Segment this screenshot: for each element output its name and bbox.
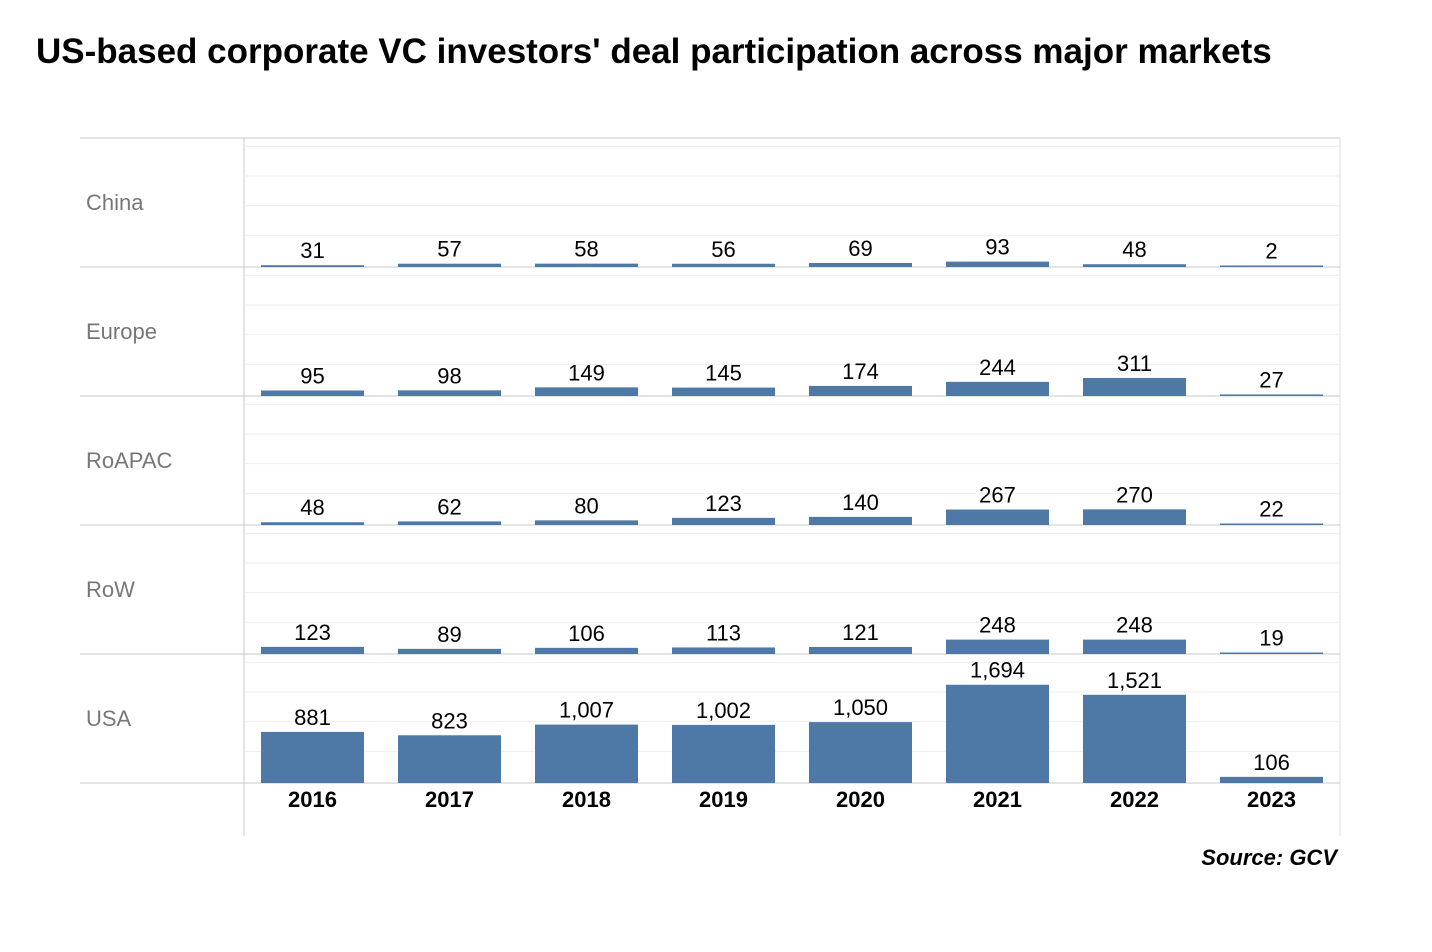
data-label: 2 bbox=[1265, 239, 1277, 264]
data-label: 1,007 bbox=[559, 698, 614, 723]
bar bbox=[946, 509, 1049, 525]
bar bbox=[946, 639, 1049, 654]
bar bbox=[809, 722, 912, 783]
x-tick-label: 2016 bbox=[288, 787, 337, 812]
bar bbox=[398, 263, 501, 267]
bar bbox=[672, 647, 775, 654]
x-tick-label: 2022 bbox=[1110, 787, 1159, 812]
data-label: 19 bbox=[1259, 626, 1283, 651]
bar bbox=[672, 387, 775, 396]
bar bbox=[398, 735, 501, 783]
x-tick-label: 2023 bbox=[1247, 787, 1296, 812]
bar bbox=[535, 647, 638, 654]
data-label: 140 bbox=[842, 490, 879, 515]
data-label: 93 bbox=[985, 235, 1009, 260]
data-label: 1,694 bbox=[970, 658, 1025, 683]
data-label: 823 bbox=[431, 708, 468, 733]
bar bbox=[1083, 694, 1186, 783]
bar bbox=[261, 265, 364, 267]
data-label: 149 bbox=[568, 360, 605, 385]
data-label: 69 bbox=[848, 236, 872, 261]
x-tick-label: 2020 bbox=[836, 787, 885, 812]
row-label: China bbox=[86, 190, 144, 215]
chart-title: US-based corporate VC investors' deal pa… bbox=[36, 32, 1272, 71]
bar bbox=[1220, 523, 1323, 525]
x-tick-label: 2018 bbox=[562, 787, 611, 812]
data-label: 56 bbox=[711, 237, 735, 262]
data-label: 98 bbox=[437, 363, 461, 388]
bar bbox=[535, 520, 638, 525]
data-label: 881 bbox=[294, 705, 331, 730]
bar bbox=[535, 263, 638, 267]
data-label: 248 bbox=[979, 613, 1016, 638]
bar bbox=[535, 387, 638, 396]
bar bbox=[1220, 265, 1323, 267]
bar bbox=[398, 390, 501, 396]
data-label: 113 bbox=[706, 620, 741, 645]
data-label: 48 bbox=[300, 495, 324, 520]
bar bbox=[1220, 652, 1323, 654]
data-label: 106 bbox=[1253, 750, 1290, 775]
data-label: 1,050 bbox=[833, 695, 888, 720]
data-label: 1,521 bbox=[1107, 668, 1162, 693]
data-label: 62 bbox=[437, 494, 461, 519]
bar bbox=[809, 646, 912, 654]
data-label: 174 bbox=[842, 359, 879, 384]
data-label: 248 bbox=[1116, 613, 1153, 638]
data-label: 145 bbox=[705, 361, 742, 386]
bar bbox=[1083, 377, 1186, 396]
source-note: Source: GCV bbox=[1201, 845, 1337, 870]
bar bbox=[809, 385, 912, 396]
bar bbox=[261, 731, 364, 783]
data-label: 27 bbox=[1259, 367, 1283, 392]
bar bbox=[946, 381, 1049, 396]
data-label: 270 bbox=[1116, 482, 1153, 507]
data-label: 89 bbox=[437, 622, 461, 647]
bar bbox=[1220, 394, 1323, 396]
row-label: RoAPAC bbox=[86, 448, 173, 473]
x-tick-label: 2017 bbox=[425, 787, 474, 812]
data-label: 123 bbox=[705, 491, 742, 516]
bar bbox=[1220, 776, 1323, 783]
x-tick-label: 2019 bbox=[699, 787, 748, 812]
data-label: 22 bbox=[1259, 497, 1283, 522]
data-label: 80 bbox=[574, 493, 598, 518]
bar bbox=[946, 261, 1049, 267]
bar bbox=[672, 724, 775, 783]
bar bbox=[261, 390, 364, 396]
data-label: 57 bbox=[437, 237, 461, 262]
bar bbox=[809, 516, 912, 525]
data-label: 244 bbox=[979, 355, 1016, 380]
row-label: USA bbox=[86, 706, 132, 731]
bar bbox=[535, 724, 638, 783]
row-label: Europe bbox=[86, 319, 157, 344]
data-label: 311 bbox=[1117, 351, 1152, 376]
data-label: 31 bbox=[300, 238, 324, 263]
data-label: 121 bbox=[842, 620, 879, 645]
bar bbox=[672, 263, 775, 267]
bar bbox=[809, 262, 912, 267]
bar bbox=[1083, 639, 1186, 654]
bar bbox=[672, 517, 775, 525]
bar bbox=[1083, 509, 1186, 525]
bar bbox=[946, 684, 1049, 783]
data-label: 95 bbox=[300, 363, 324, 388]
bar bbox=[1083, 264, 1186, 267]
bar bbox=[261, 522, 364, 525]
data-label: 1,002 bbox=[696, 698, 751, 723]
row-label: RoW bbox=[86, 577, 135, 602]
data-label: 58 bbox=[574, 237, 598, 262]
data-label: 267 bbox=[979, 483, 1016, 508]
data-label: 123 bbox=[294, 620, 331, 645]
bar bbox=[398, 521, 501, 525]
bar bbox=[398, 648, 501, 654]
x-tick-label: 2021 bbox=[973, 787, 1022, 812]
data-label: 48 bbox=[1122, 237, 1146, 262]
data-label: 106 bbox=[568, 621, 605, 646]
bar bbox=[261, 646, 364, 654]
